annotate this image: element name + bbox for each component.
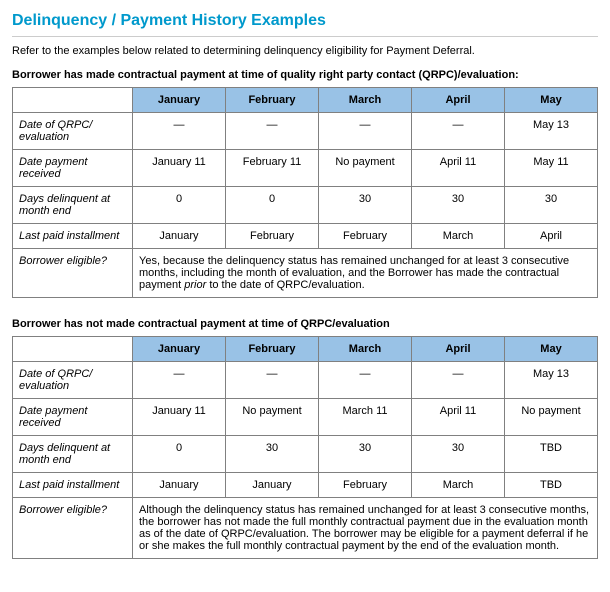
table-cell: April: [505, 224, 598, 249]
table-cell: April 11: [412, 399, 505, 436]
table-cell: —: [133, 113, 226, 150]
table-cell: —: [133, 362, 226, 399]
row-label: Borrower eligible?: [13, 498, 133, 559]
table-cell: 30: [226, 436, 319, 473]
row-label: Date payment received: [13, 399, 133, 436]
table-cell: March 11: [319, 399, 412, 436]
table-corner: [13, 337, 133, 362]
table-cell: January: [133, 473, 226, 498]
table-cell: January: [226, 473, 319, 498]
row-label: Date of QRPC/ evaluation: [13, 362, 133, 399]
table-cell: —: [412, 113, 505, 150]
row-label: Date payment received: [13, 150, 133, 187]
intro-text: Refer to the examples below related to d…: [12, 45, 598, 57]
table-cell: April 11: [412, 150, 505, 187]
col-header: January: [133, 337, 226, 362]
table-row: Date payment receivedJanuary 11No paymen…: [13, 399, 598, 436]
col-header: March: [319, 88, 412, 113]
table-cell: February 11: [226, 150, 319, 187]
table-cell: —: [412, 362, 505, 399]
table-cell: March: [412, 224, 505, 249]
delinquency-table: JanuaryFebruaryMarchAprilMayDate of QRPC…: [12, 336, 598, 559]
table-cell: 30: [412, 436, 505, 473]
table-cell: 0: [133, 436, 226, 473]
col-header: May: [505, 337, 598, 362]
table-row: Days delinquent at month end0303030TBD: [13, 436, 598, 473]
table-cell: 30: [319, 187, 412, 224]
row-label: Days delinquent at month end: [13, 436, 133, 473]
table-row: Date payment receivedJanuary 11February …: [13, 150, 598, 187]
row-label: Last paid installment: [13, 473, 133, 498]
table-cell: 30: [505, 187, 598, 224]
table-cell: No payment: [226, 399, 319, 436]
delinquency-table: JanuaryFebruaryMarchAprilMayDate of QRPC…: [12, 87, 598, 298]
eligibility-text: Yes, because the delinquency status has …: [133, 249, 598, 298]
col-header: January: [133, 88, 226, 113]
table-cell: January 11: [133, 150, 226, 187]
table-cell: —: [319, 113, 412, 150]
row-label: Date of QRPC/ evaluation: [13, 113, 133, 150]
table-row: Borrower eligible?Although the delinquen…: [13, 498, 598, 559]
table-cell: March: [412, 473, 505, 498]
table-row: Date of QRPC/ evaluation————May 13: [13, 362, 598, 399]
col-header: February: [226, 337, 319, 362]
table-row: Borrower eligible?Yes, because the delin…: [13, 249, 598, 298]
col-header: April: [412, 337, 505, 362]
table-cell: —: [319, 362, 412, 399]
table-row: Last paid installmentJanuaryJanuaryFebru…: [13, 473, 598, 498]
table-cell: 0: [133, 187, 226, 224]
table-cell: 30: [412, 187, 505, 224]
table-row: Last paid installmentJanuaryFebruaryFebr…: [13, 224, 598, 249]
table-cell: 0: [226, 187, 319, 224]
title-divider: [12, 36, 598, 37]
table-cell: —: [226, 113, 319, 150]
table-cell: No payment: [319, 150, 412, 187]
row-label: Days delinquent at month end: [13, 187, 133, 224]
table-row: Date of QRPC/ evaluation————May 13: [13, 113, 598, 150]
table-cell: TBD: [505, 473, 598, 498]
row-label: Last paid installment: [13, 224, 133, 249]
page-title: Delinquency / Payment History Examples: [12, 12, 598, 30]
table-cell: —: [226, 362, 319, 399]
table-subhead: Borrower has made contractual payment at…: [12, 69, 598, 81]
table-row: Days delinquent at month end00303030: [13, 187, 598, 224]
table-subhead: Borrower has not made contractual paymen…: [12, 318, 598, 330]
table-corner: [13, 88, 133, 113]
table-cell: May 13: [505, 113, 598, 150]
table-cell: May 11: [505, 150, 598, 187]
table-cell: 30: [319, 436, 412, 473]
table-cell: May 13: [505, 362, 598, 399]
col-header: May: [505, 88, 598, 113]
table-cell: TBD: [505, 436, 598, 473]
table-cell: January 11: [133, 399, 226, 436]
col-header: March: [319, 337, 412, 362]
table-cell: No payment: [505, 399, 598, 436]
col-header: February: [226, 88, 319, 113]
eligibility-text: Although the delinquency status has rema…: [133, 498, 598, 559]
table-cell: February: [226, 224, 319, 249]
col-header: April: [412, 88, 505, 113]
row-label: Borrower eligible?: [13, 249, 133, 298]
table-cell: February: [319, 224, 412, 249]
table-cell: January: [133, 224, 226, 249]
table-cell: February: [319, 473, 412, 498]
